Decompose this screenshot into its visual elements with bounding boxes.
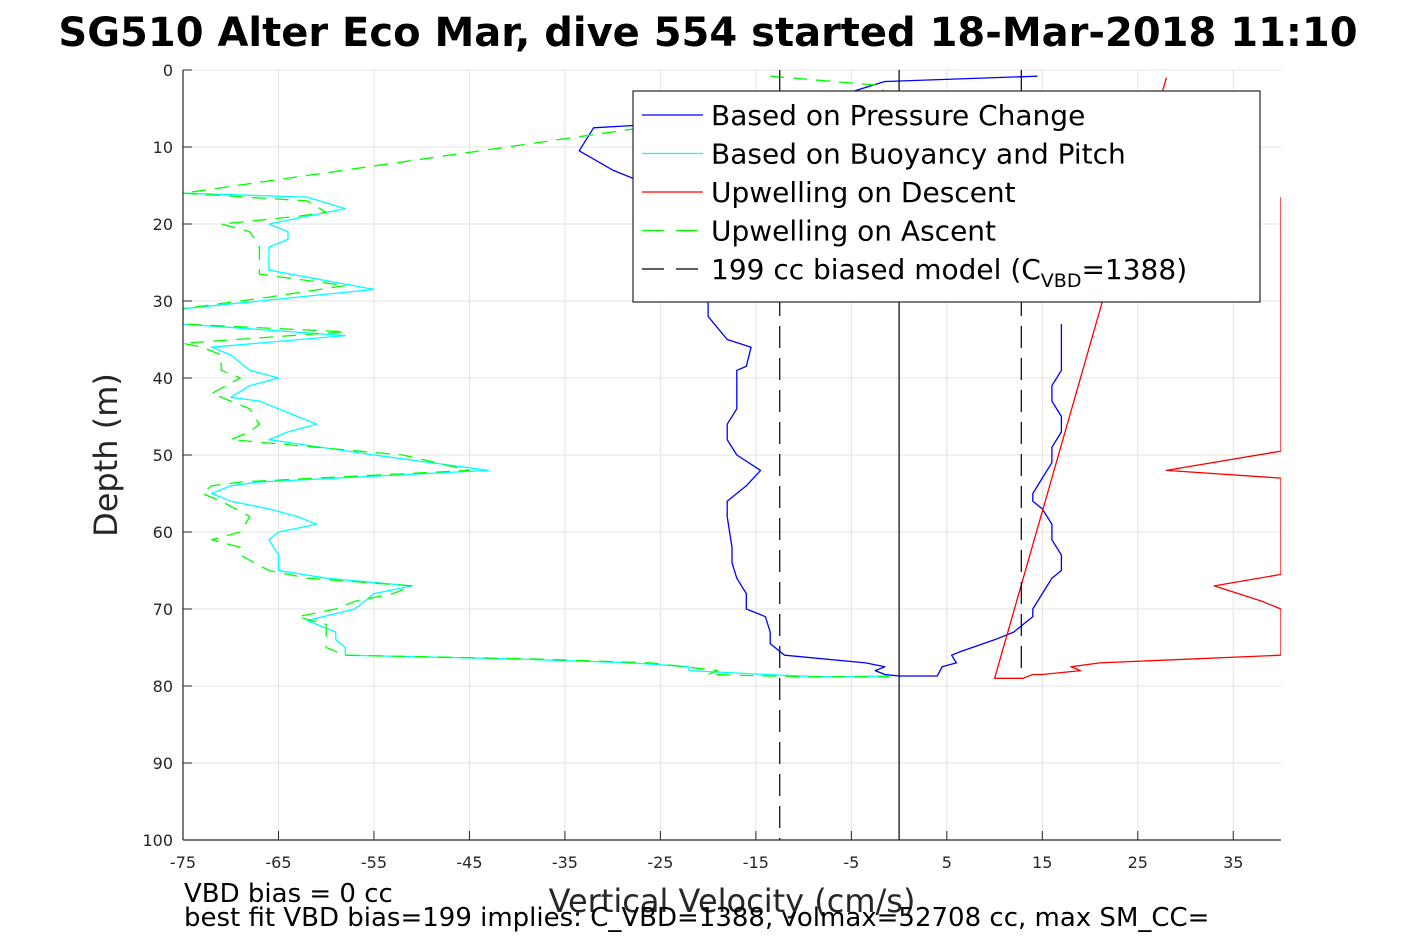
x-tick-label: -75 [170,853,196,872]
legend-label: Based on Pressure Change [711,99,1085,132]
legend-box [632,90,1261,303]
x-tick-label: -35 [552,853,578,872]
x-tick-label: 15 [1032,853,1052,872]
series-line-1 [183,192,890,678]
x-axis-label: Vertical Velocity (cm/s) [549,882,916,920]
x-tick-label: -25 [647,853,673,872]
y-tick-label: 60 [153,523,173,542]
y-tick-label: 50 [153,446,173,465]
series-line-0 [578,75,1063,677]
y-tick-label: 20 [153,215,173,234]
best-fit-note: best fit VBD bias=199 implies: C_VBD=138… [184,903,1209,933]
x-tick-label: -45 [456,853,482,872]
x-tick-label: 25 [1128,853,1148,872]
y-tick-label: 40 [153,369,173,388]
series-line-3 [183,75,890,678]
axes: -75 -65 -55 -45 -35 -25 -15 -5 5 15 25 350102030405… [142,61,1281,872]
legend-label: 199 cc biased model (CVBD=1388) [711,253,1187,292]
x-tick-label: -65 [265,853,291,872]
x-tick-label: 35 [1223,853,1243,872]
y-tick-label: 0 [163,61,173,80]
x-tick-label: 5 [942,853,952,872]
y-tick-label: 90 [153,754,173,773]
y-tick-label: 80 [153,677,173,696]
vbd-bias-note: VBD bias = 0 cc [184,879,393,909]
y-tick-label: 30 [153,292,173,311]
y-tick-label: 70 [153,600,173,619]
x-tick-label: -5 [843,853,859,872]
x-tick-label: -55 [361,853,387,872]
legend: Based on Pressure Change Based on Buoyanc… [632,90,1261,303]
y-tick-label: 10 [153,138,173,157]
series-line-2 [993,77,1281,679]
y-tick-label: 100 [142,831,173,850]
x-tick-label: -15 [743,853,769,872]
legend-label: Upwelling on Descent [711,176,1016,209]
y-axis-label: Depth (m) [87,373,125,537]
legend-label: Based on Buoyancy and Pitch [711,138,1126,171]
chart-title: SG510 Alter Eco Mar, dive 554 started 18… [58,10,1357,56]
legend-label: Upwelling on Ascent [711,215,996,248]
